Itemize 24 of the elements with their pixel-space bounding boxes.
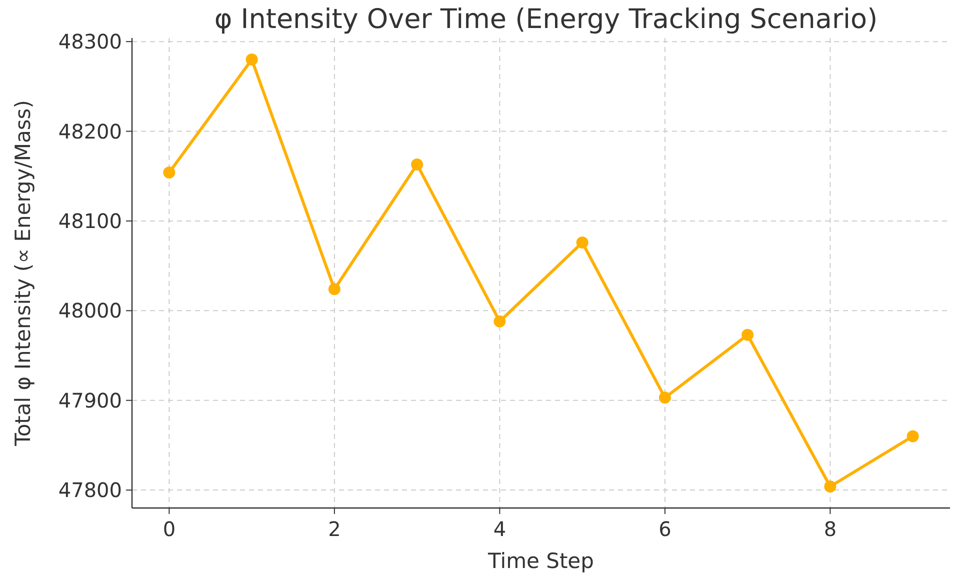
point [163, 166, 176, 179]
y-tick-label: 48200 [58, 119, 122, 144]
point [494, 315, 506, 328]
point [246, 54, 258, 66]
chart-title: φ Intensity Over Time (Energy Tracking Scenario) [214, 4, 878, 35]
point [328, 283, 340, 296]
point [742, 328, 754, 341]
point [411, 158, 424, 170]
y-tick-label: 47800 [58, 478, 122, 502]
x-tick-label: 0 [162, 517, 176, 541]
y-tick-label: 48300 [58, 30, 122, 54]
y-tick-label: 47900 [58, 388, 122, 412]
x-tick-label: 2 [328, 517, 341, 541]
point [906, 430, 919, 442]
point [658, 392, 671, 404]
x-tick-label: 4 [493, 517, 506, 541]
y-tick-label: 48100 [58, 208, 122, 233]
x-tick-label: 8 [824, 517, 837, 541]
x-tick-label: 6 [658, 517, 672, 541]
y-axis-title: Total φ Intensity (∝ Energy/Mass) [11, 100, 35, 447]
point [824, 480, 836, 492]
x-axis-title: Time Step [487, 549, 594, 573]
y-tick-label: 48000 [58, 298, 122, 323]
point [576, 236, 588, 249]
